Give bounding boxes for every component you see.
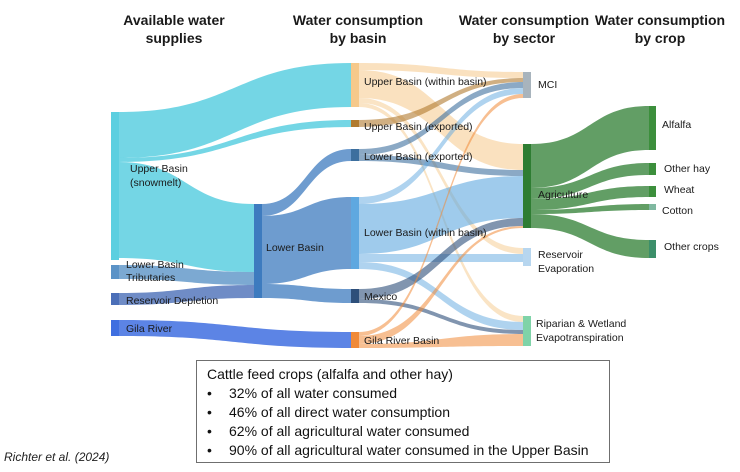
note-title: Cattle feed crops (alfalfa and other hay… xyxy=(207,366,453,382)
note-item: • 32% of all water consumed xyxy=(207,384,599,403)
header-supplies-line2: supplies xyxy=(146,30,203,46)
node-cotton xyxy=(649,204,656,210)
note-item: • 62% of all agricultural water consumed xyxy=(207,422,599,441)
column-headers: Available water supplies Water consumpti… xyxy=(123,12,725,46)
note-item: • 46% of all direct water consumption xyxy=(207,403,599,422)
sankey-flows xyxy=(119,63,649,348)
flow-agriculture-to-wheat xyxy=(531,186,649,210)
label-upper-basin-snowmelt-1: Upper Basin xyxy=(130,163,188,175)
node-alfalfa xyxy=(649,106,656,150)
bullet-icon: • xyxy=(207,404,212,420)
label-reservoir-evaporation-1: Reservoir xyxy=(538,249,583,261)
node-gila-river xyxy=(111,320,119,336)
label-upper-basin-exported: Upper Basin (exported) xyxy=(364,121,473,133)
node-reservoir-evaporation xyxy=(523,248,531,266)
label-alfalfa: Alfalfa xyxy=(662,119,691,131)
flow-gila-river-to-gila-river-basin xyxy=(119,320,351,348)
label-reservoir-depletion: Reservoir Depletion xyxy=(126,295,218,307)
node-upper-basin-within xyxy=(351,63,359,107)
flow-upper-basin-within-to-reservoir-evaporation xyxy=(359,98,523,254)
flow-gila-river-basin-to-riparian-wetland xyxy=(359,334,523,348)
header-sector-line2: by sector xyxy=(493,30,556,46)
note-item-text: 90% of all agricultural water consumed i… xyxy=(229,442,589,458)
header-basin-line1: Water consumption xyxy=(293,12,423,28)
note-list: • 32% of all water consumed • 46% of all d… xyxy=(207,384,599,460)
citation: Richter et al. (2024) xyxy=(4,450,110,464)
node-gila-river-basin xyxy=(351,332,359,348)
node-agriculture xyxy=(523,144,531,228)
node-lower-basin-exported xyxy=(351,149,359,161)
note-item-text: 62% of all agricultural water consumed xyxy=(229,423,470,439)
flow-gila-river-basin-to-mci xyxy=(359,94,523,336)
label-cotton: Cotton xyxy=(662,205,693,217)
header-sector-line1: Water consumption xyxy=(459,12,589,28)
label-mexico: Mexico xyxy=(364,291,397,303)
node-lower-basin xyxy=(254,204,262,298)
flow-mexico-to-riparian-wetland xyxy=(359,299,523,334)
flow-agriculture-to-other-hay xyxy=(531,163,649,199)
label-agriculture: Agriculture xyxy=(538,189,588,201)
label-upper-basin-snowmelt-2: (snowmelt) xyxy=(130,177,181,189)
header-crop-line1: Water consumption xyxy=(595,12,725,28)
flow-agriculture-to-cotton xyxy=(531,204,649,214)
label-gila-river: Gila River xyxy=(126,323,173,335)
label-lower-basin-tributaries-2: Tributaries xyxy=(126,272,175,284)
node-mexico xyxy=(351,289,359,303)
header-basin-line2: by basin xyxy=(330,30,387,46)
label-lower-basin-tributaries-1: Lower Basin xyxy=(126,259,184,271)
flow-upper-basin-within-to-mci xyxy=(359,63,523,78)
label-reservoir-evaporation-2: Evaporation xyxy=(538,263,594,275)
flow-gila-river-basin-to-agriculture xyxy=(359,226,523,344)
flow-agriculture-to-alfalfa xyxy=(531,106,649,188)
header-crop-line2: by crop xyxy=(635,30,686,46)
label-mci: MCI xyxy=(538,79,557,91)
label-lower-basin-within: Lower Basin (within basin) xyxy=(364,227,487,239)
note-item-text: 46% of all direct water consumption xyxy=(229,404,450,420)
flow-reservoir-depletion-to-lower-basin xyxy=(119,285,254,305)
flow-lower-basin-to-lower-basin-within xyxy=(262,197,351,284)
label-riparian-wetland-1: Riparian & Wetland xyxy=(536,318,626,330)
note-item-text: 32% of all water consumed xyxy=(229,385,398,401)
flow-upper-basin-snowmelt-to-upper-basin-within xyxy=(119,63,351,158)
node-reservoir-depletion xyxy=(111,293,119,305)
bullet-icon: • xyxy=(207,442,212,458)
flow-upper-basin-snowmelt-to-upper-basin-exported xyxy=(119,120,351,162)
flow-mexico-to-agriculture xyxy=(359,218,523,299)
label-lower-basin-exported: Lower Basin (exported) xyxy=(364,151,473,163)
label-wheat: Wheat xyxy=(664,184,694,196)
node-riparian-wetland xyxy=(523,316,531,346)
node-mci xyxy=(523,72,531,98)
flow-upper-basin-exported-to-mci xyxy=(359,78,523,127)
cattle-feed-note: Cattle feed crops (alfalfa and other hay… xyxy=(196,360,610,463)
flow-lower-basin-exported-to-mci xyxy=(359,82,523,155)
label-upper-basin-within: Upper Basin (within basin) xyxy=(364,76,487,88)
node-upper-basin-snowmelt xyxy=(111,112,119,260)
bullet-icon: • xyxy=(207,385,212,401)
flow-lower-basin-within-to-riparian-wetland xyxy=(359,262,523,330)
flow-upper-basin-snowmelt-to-lower-basin xyxy=(119,162,254,272)
node-lower-basin-tributaries xyxy=(111,265,119,279)
flow-lower-basin-to-mexico xyxy=(262,284,351,303)
header-supplies-line1: Available water xyxy=(123,12,225,28)
flow-lower-basin-to-lower-basin-exported xyxy=(262,149,351,216)
flow-lower-basin-exported-to-agriculture xyxy=(359,155,523,176)
node-lower-basin-within xyxy=(351,197,359,269)
node-labels: Upper Basin (snowmelt) Lower Basin Tribu… xyxy=(126,76,719,347)
flow-lower-basin-within-to-mci xyxy=(359,88,523,204)
label-gila-river-basin: Gila River Basin xyxy=(364,335,439,347)
label-other-hay: Other hay xyxy=(664,163,711,175)
node-upper-basin-exported xyxy=(351,120,359,127)
bullet-icon: • xyxy=(207,423,212,439)
label-riparian-wetland-2: Evapotranspiration xyxy=(536,332,624,344)
label-lower-basin: Lower Basin xyxy=(266,242,324,254)
node-wheat xyxy=(649,186,656,197)
label-other-crops: Other crops xyxy=(664,241,719,253)
flow-lower-basin-tributaries-to-lower-basin xyxy=(119,265,254,285)
node-other-hay xyxy=(649,163,656,175)
note-item: • 90% of all agricultural water consumed … xyxy=(207,441,599,460)
sankey-nodes xyxy=(111,63,656,348)
node-other-crops xyxy=(649,240,656,258)
flow-agriculture-to-other-crops xyxy=(531,214,649,258)
